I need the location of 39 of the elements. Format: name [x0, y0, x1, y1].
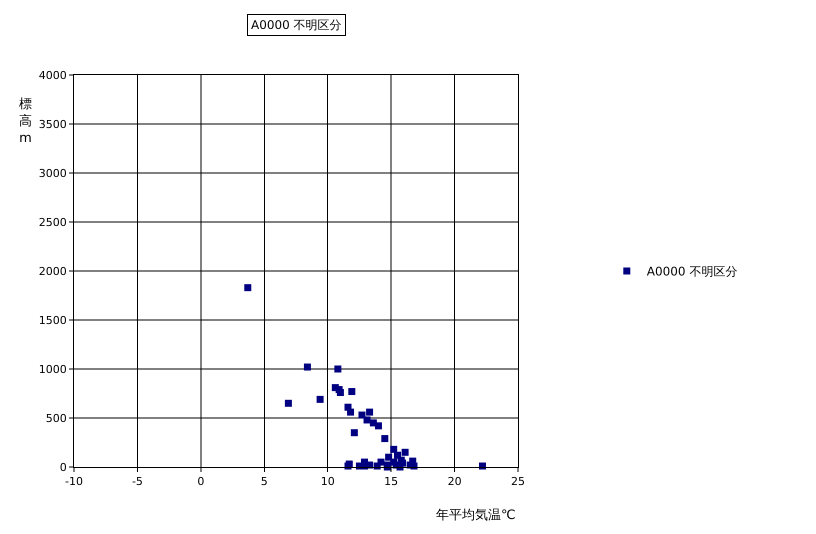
- x-tick-label: 5: [260, 475, 268, 488]
- x-tick-label: -5: [132, 475, 143, 488]
- y-tick-label: 2500: [38, 216, 67, 229]
- point: [316, 396, 324, 403]
- point: [381, 435, 388, 442]
- y-tick-label: 2000: [38, 264, 67, 278]
- point: [284, 400, 292, 407]
- chart-title: A0000 不明区分: [251, 18, 342, 32]
- x-tick-label: 0: [197, 475, 204, 488]
- y-tick-label: 3000: [38, 166, 67, 180]
- point: [390, 458, 398, 466]
- x-tick-label: 10: [320, 475, 335, 488]
- y-tick-label: 3500: [38, 118, 67, 131]
- y-tick-label: 1500: [38, 314, 67, 327]
- legend-label: A0000 不明区分: [646, 264, 738, 279]
- point: [402, 448, 409, 456]
- x-tick-label: -10: [65, 475, 83, 488]
- point: [364, 416, 371, 424]
- y-tick-label: 500: [46, 412, 67, 425]
- point: [350, 429, 358, 436]
- point: [358, 412, 366, 419]
- point: [347, 408, 354, 416]
- point: [334, 366, 342, 372]
- x-tick-label: 15: [384, 475, 398, 488]
- point: [336, 389, 344, 396]
- x-tick-label: 20: [448, 475, 462, 488]
- x-tick-label: 25: [511, 475, 525, 488]
- point: [390, 446, 398, 453]
- point: [366, 408, 374, 416]
- point: [374, 422, 382, 430]
- point: [244, 284, 252, 292]
- y-tick-label: 1000: [38, 362, 67, 376]
- y-tick-label: 0: [60, 460, 67, 474]
- y-axis-title: 標高m: [19, 97, 32, 146]
- point: [304, 364, 311, 371]
- point: [385, 454, 392, 461]
- point: [348, 388, 356, 396]
- x-axis-title: 年平均気温℃: [436, 508, 516, 523]
- y-tick-label: 4000: [38, 68, 67, 82]
